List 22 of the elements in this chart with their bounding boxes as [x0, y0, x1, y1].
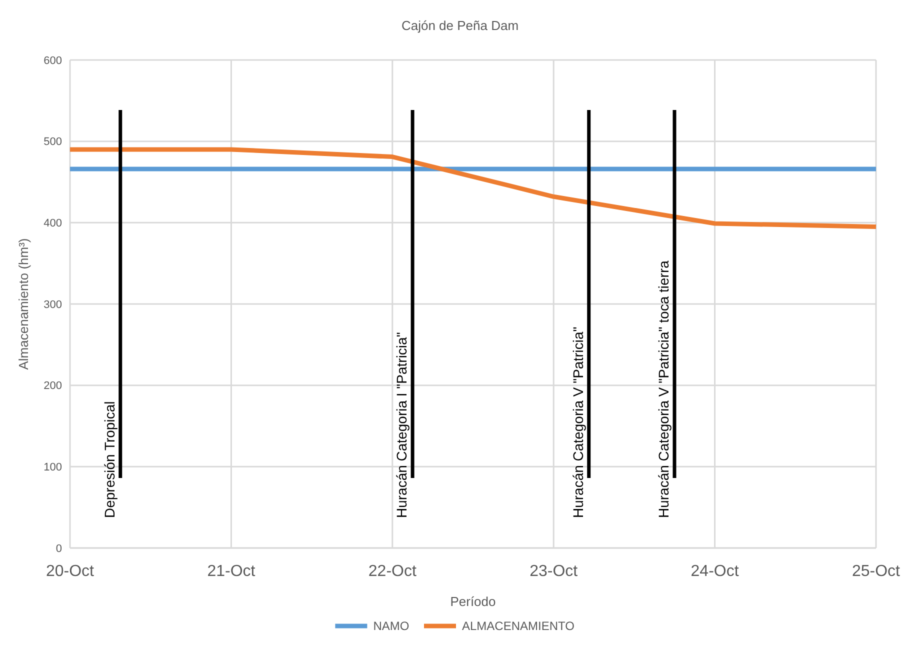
y-tick-label: 400 — [44, 218, 62, 230]
y-tick-label: 300 — [44, 298, 62, 311]
x-tick-label: 22-Oct — [368, 563, 417, 580]
y-tick-label: 500 — [44, 136, 62, 148]
ref-line-label: Huracán Categoria V "Patricia" toca tierra — [656, 260, 672, 518]
y-tick-label: 600 — [44, 54, 62, 67]
ref-line-label: Huracán Categoria I "Patricia" — [394, 332, 410, 518]
ref-line-label: Huracán Categoria V "Patricia" — [570, 326, 586, 518]
y-tick-label: 0 — [56, 542, 62, 555]
y-axis-title: Almacenamiento (hm³) — [16, 238, 31, 370]
x-tick-label: 25-Oct — [852, 563, 901, 580]
x-axis-title: Período — [450, 594, 496, 609]
y-tick-label: 100 — [44, 462, 62, 474]
x-tick-label: 23-Oct — [530, 563, 578, 580]
y-tick-label: 200 — [44, 380, 62, 392]
ref-line-label: Depresión Tropical — [101, 401, 118, 518]
x-tick-label: 24-Oct — [690, 563, 740, 580]
x-tick-label: 21-Oct — [207, 563, 256, 580]
legend-label: ALMACENAMIENTO — [462, 619, 574, 634]
legend-label: NAMO — [373, 619, 410, 634]
x-tick-label: 20-Oct — [46, 563, 95, 580]
chart-title: Cajón de Peña Dam — [401, 18, 519, 33]
